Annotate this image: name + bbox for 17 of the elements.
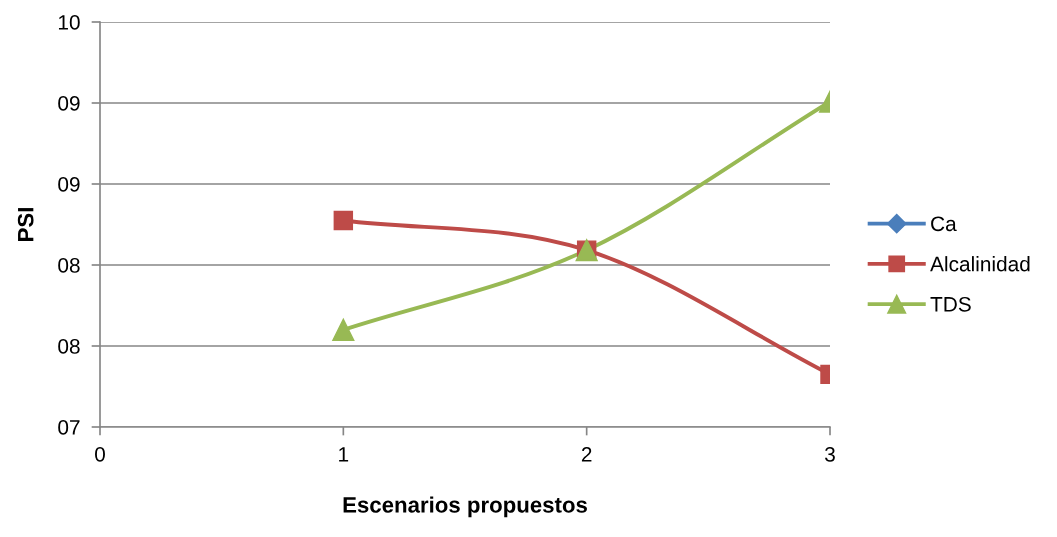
point: [332, 318, 355, 341]
y-tick-label: 08: [58, 258, 80, 273]
y-tick-label: 08: [58, 339, 80, 354]
point: [333, 210, 354, 231]
legend-label: Alcalinidad: [930, 256, 1030, 272]
y-axis-title: PSI: [17, 208, 34, 241]
x-axis-title: Escenarios propuestos: [343, 496, 587, 518]
legend-label: TDS: [930, 296, 971, 312]
x-tick-label: 0: [95, 446, 105, 462]
y-tick-label: 10: [58, 15, 80, 30]
x-tick-label: 2: [581, 446, 592, 462]
y-tick-label: 07: [58, 420, 80, 435]
x-tick-label: 1: [339, 447, 349, 462]
y-tick-label: 09: [58, 96, 80, 111]
y-tick-label: 09: [58, 177, 80, 192]
legend-label: Ca: [931, 216, 957, 232]
x-tick-label: 3: [825, 446, 835, 462]
